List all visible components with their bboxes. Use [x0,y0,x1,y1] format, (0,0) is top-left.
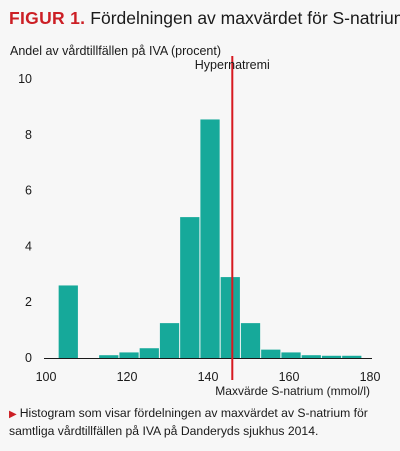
figure-title: FIGUR 1. Fördelningen av maxvärdet för S-… [9,5,400,31]
y-tick-label-4: 4 [25,239,32,253]
x-tick-label-100: 100 [36,370,57,384]
x-tick-label-160: 160 [279,370,300,384]
y-tick-label-8: 8 [25,128,32,142]
y-tick-label-6: 6 [25,184,32,198]
y-tick-labels: 0 2 4 6 8 10 [18,72,32,365]
histogram-bar-103 [58,285,78,358]
x-axis-label: Maxvärde S-natrium (mmol/l) [215,384,370,398]
histogram-bar-158 [281,352,301,358]
x-tick-label-120: 120 [117,370,138,384]
threshold-label: Hypernatremi [195,58,270,72]
histogram-bar-168 [321,355,342,358]
histogram-bar-128 [159,323,180,358]
x-tick-label-180: 180 [360,370,381,384]
bar-group [58,119,362,358]
histogram-bar-163 [301,355,321,358]
histogram-chart: 100 120 140 160 180 0 2 4 6 8 10 Hypernatremi And… [10,44,381,398]
x-tick-label-140: 140 [198,370,219,384]
histogram-bar-138 [200,119,220,358]
histogram-bar-143 [220,277,240,358]
y-tick-label-0: 0 [25,351,32,365]
histogram-bar-113 [99,355,119,358]
caption-triangle-icon: ▶ [9,409,17,420]
histogram-bar-118 [119,352,139,358]
histogram-bar-148 [240,323,261,358]
y-tick-label-2: 2 [25,295,32,309]
histogram-bar-133 [180,217,200,358]
histogram-bar-153 [261,349,281,358]
y-axis-label: Andel av vårdtillfällen på IVA (procent) [10,44,221,58]
figure-label: FIGUR 1. [9,8,86,28]
figure-title-text: Fördelningen av maxvärdet för S-natrium [90,8,400,28]
y-tick-label-10: 10 [18,72,32,86]
histogram-bar-173 [342,355,362,358]
figure-caption: ▶ Histogram som visar fördelningen av max… [9,405,394,439]
caption-text: Histogram som visar fördelningen av maxv… [9,406,368,438]
x-tick-labels: 100 120 140 160 180 [36,370,381,384]
histogram-bar-123 [139,348,159,358]
